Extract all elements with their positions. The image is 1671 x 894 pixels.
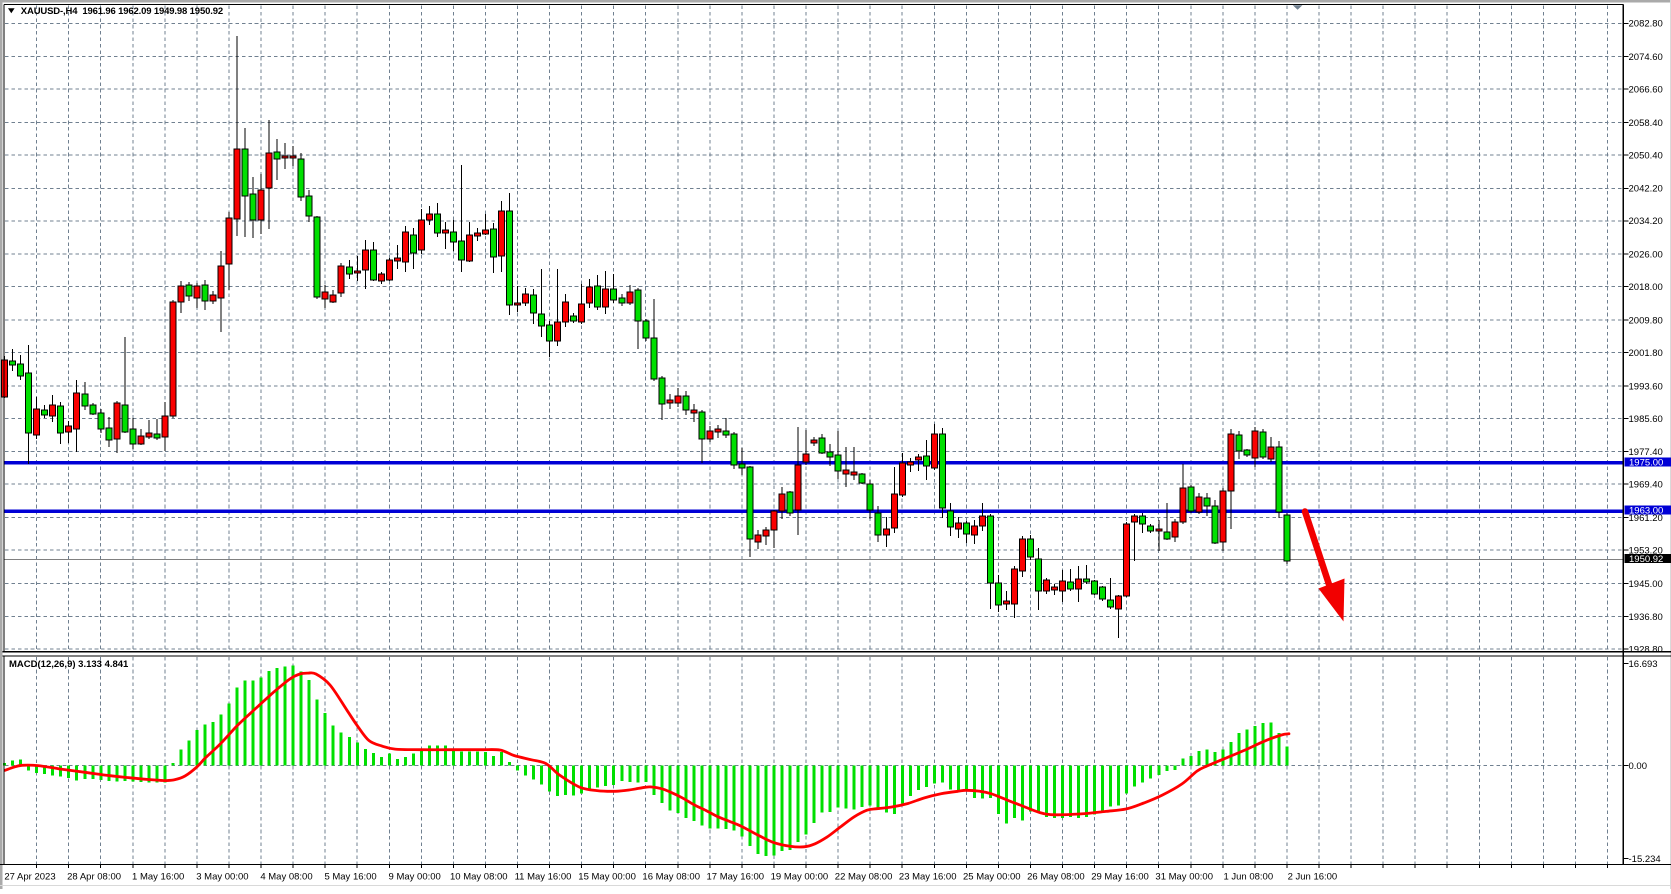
- svg-text:15 May 00:00: 15 May 00:00: [578, 872, 636, 883]
- svg-text:1975.00: 1975.00: [1629, 457, 1663, 468]
- svg-text:27 Apr 2023: 27 Apr 2023: [4, 872, 55, 883]
- svg-text:XAUUSD-,H4 1961.96 1962.09 19: XAUUSD-,H4 1961.96 1962.09 1949.98 1950.…: [21, 6, 223, 17]
- svg-text:2034.20: 2034.20: [1629, 216, 1663, 227]
- svg-text:2009.80: 2009.80: [1629, 315, 1663, 326]
- svg-text:2018.00: 2018.00: [1629, 282, 1663, 293]
- svg-text:1950.92: 1950.92: [1629, 554, 1663, 565]
- svg-text:10 May 08:00: 10 May 08:00: [450, 872, 508, 883]
- svg-text:16.693: 16.693: [1629, 659, 1658, 670]
- svg-text:2066.60: 2066.60: [1629, 85, 1663, 96]
- svg-text:28 Apr 08:00: 28 Apr 08:00: [67, 872, 121, 883]
- svg-text:1985.60: 1985.60: [1629, 414, 1663, 425]
- svg-text:23 May 16:00: 23 May 16:00: [899, 872, 957, 883]
- svg-text:2026.00: 2026.00: [1629, 250, 1663, 261]
- svg-text:2082.80: 2082.80: [1629, 19, 1663, 30]
- svg-text:19 May 00:00: 19 May 00:00: [771, 872, 829, 883]
- svg-text:1936.80: 1936.80: [1629, 612, 1663, 623]
- svg-text:2 Jun 16:00: 2 Jun 16:00: [1288, 872, 1338, 883]
- svg-text:1953.20: 1953.20: [1629, 546, 1663, 557]
- svg-text:1969.40: 1969.40: [1629, 480, 1663, 491]
- svg-text:2042.20: 2042.20: [1629, 184, 1663, 195]
- svg-text:26 May 08:00: 26 May 08:00: [1027, 872, 1085, 883]
- svg-text:1945.00: 1945.00: [1629, 579, 1663, 590]
- svg-text:1993.60: 1993.60: [1629, 381, 1663, 392]
- svg-text:1977.40: 1977.40: [1629, 447, 1663, 458]
- svg-text:4 May 08:00: 4 May 08:00: [260, 872, 312, 883]
- svg-text:3 May 00:00: 3 May 00:00: [196, 872, 248, 883]
- svg-text:1 May 16:00: 1 May 16:00: [132, 872, 184, 883]
- svg-text:2074.60: 2074.60: [1629, 52, 1663, 63]
- svg-text:31 May 00:00: 31 May 00:00: [1155, 872, 1213, 883]
- svg-text:16 May 08:00: 16 May 08:00: [642, 872, 700, 883]
- svg-text:2001.80: 2001.80: [1629, 348, 1663, 359]
- svg-text:0.00: 0.00: [1629, 761, 1648, 772]
- svg-text:11 May 16:00: 11 May 16:00: [515, 872, 572, 883]
- svg-text:9 May 00:00: 9 May 00:00: [389, 872, 441, 883]
- svg-text:17 May 16:00: 17 May 16:00: [707, 872, 765, 883]
- svg-text:25 May 00:00: 25 May 00:00: [963, 872, 1021, 883]
- svg-text:5 May 16:00: 5 May 16:00: [324, 872, 376, 883]
- svg-text:-15.234: -15.234: [1629, 854, 1661, 865]
- svg-text:22 May 08:00: 22 May 08:00: [835, 872, 893, 883]
- svg-text:1961.20: 1961.20: [1629, 513, 1663, 524]
- svg-text:1963.00: 1963.00: [1629, 505, 1663, 516]
- svg-text:2058.40: 2058.40: [1629, 118, 1663, 129]
- svg-text:MACD(12,26,9) 3.133 4.841: MACD(12,26,9) 3.133 4.841: [9, 659, 129, 670]
- svg-text:2050.40: 2050.40: [1629, 150, 1663, 161]
- svg-text:1928.80: 1928.80: [1629, 645, 1663, 656]
- svg-text:29 May 16:00: 29 May 16:00: [1091, 872, 1149, 883]
- svg-text:1 Jun 08:00: 1 Jun 08:00: [1223, 872, 1273, 883]
